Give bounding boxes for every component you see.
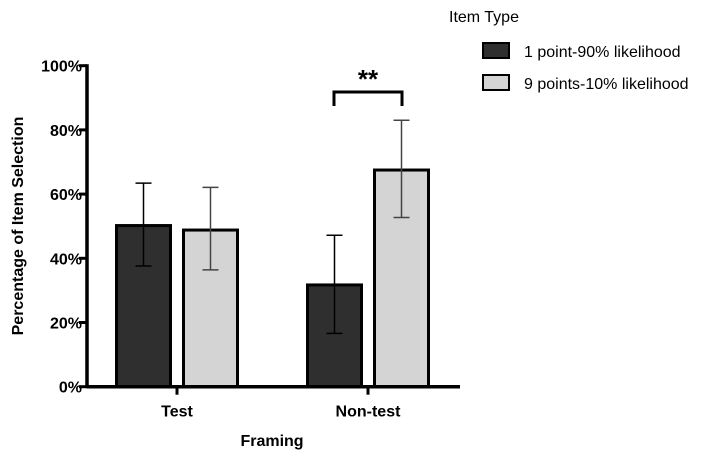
y-tick-label: 100% [41,59,82,76]
x-axis-label: Framing [240,433,303,450]
legend-label-2: 9 points-10% likelihood [524,76,689,93]
legend-swatch-2 [482,74,510,91]
significance-stars: ** [358,64,379,94]
y-tick-label: 60% [50,187,82,204]
significance-bracket [332,90,404,106]
y-tick-label: 20% [50,316,82,333]
legend-swatch-1 [482,42,510,59]
y-tick-label: 0% [59,380,82,397]
error-bar [202,186,219,271]
legend-label-1: 1 point-90% likelihood [524,44,681,61]
y-tick-label: 80% [50,123,82,140]
legend-title: Item Type [449,9,519,26]
error-bar [135,182,152,267]
x-tick-label: Non-test [336,404,402,421]
y-tick-label: 40% [50,251,82,268]
y-axis-label: Percentage of Item Selection [10,117,27,336]
x-tick-label: Test [161,404,193,421]
error-bar [393,119,410,219]
error-bar [326,234,343,335]
